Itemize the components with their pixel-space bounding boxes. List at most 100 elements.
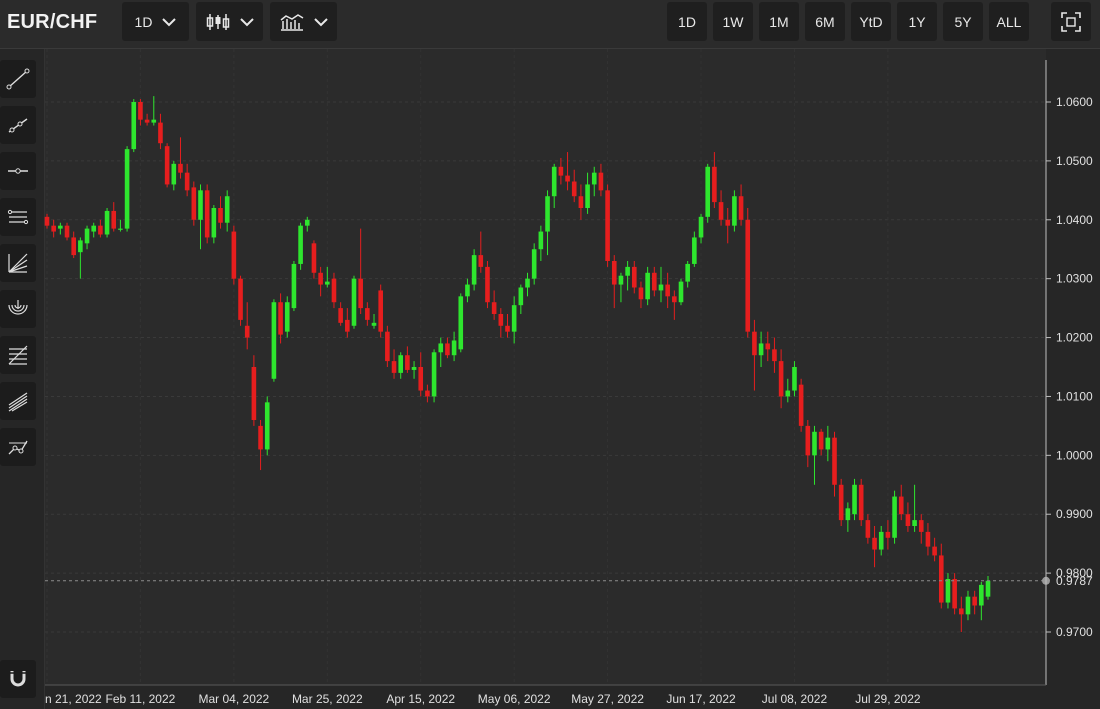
pitchfork-tool[interactable] — [0, 382, 36, 420]
candle-body — [164, 146, 170, 185]
candle-body — [471, 255, 477, 285]
range-button-6m[interactable]: 6M — [805, 2, 845, 41]
candle — [752, 319, 757, 391]
candle — [959, 596, 964, 632]
range-label: YtD — [859, 13, 883, 30]
candle-body — [478, 255, 484, 267]
candle — [71, 231, 76, 259]
candle — [78, 237, 83, 279]
candle-body — [598, 172, 604, 191]
candle-body — [705, 166, 711, 217]
candle — [678, 278, 684, 306]
x-tick-label: May 27, 2022 — [571, 692, 644, 706]
range-button-1m[interactable]: 1M — [759, 2, 799, 41]
candle — [845, 502, 851, 532]
y-tick-label: 0.9700 — [1056, 625, 1093, 639]
range-button-1w[interactable]: 1W — [713, 2, 753, 41]
candle — [611, 255, 617, 309]
candle-body — [378, 290, 383, 332]
horizontal-line-tool[interactable] — [0, 152, 36, 190]
fullscreen-button[interactable] — [1051, 2, 1091, 41]
candle — [858, 478, 864, 526]
indicators-select[interactable] — [270, 2, 337, 41]
candle-body — [98, 225, 103, 235]
candle-body — [78, 240, 83, 253]
candle-body — [411, 367, 417, 370]
candle-body — [391, 361, 397, 373]
candle-body — [191, 187, 197, 220]
candle — [138, 99, 143, 126]
candle-body — [118, 228, 123, 230]
candle — [204, 184, 210, 244]
candle-body — [445, 343, 450, 356]
candle — [812, 425, 817, 485]
candle — [972, 590, 977, 615]
candle-body — [585, 184, 590, 208]
candle — [591, 166, 597, 197]
last-price-line: 0.9787 — [45, 574, 1093, 588]
candle — [938, 543, 944, 609]
interval-select[interactable]: 1D — [122, 2, 189, 41]
candle — [631, 261, 637, 294]
range-button-1y[interactable]: 1Y — [897, 2, 937, 41]
candle — [111, 202, 117, 232]
candle-body — [331, 278, 337, 303]
candle-body — [418, 367, 424, 391]
candle-body — [318, 272, 323, 285]
candle — [271, 299, 277, 382]
range-label: 1W — [722, 13, 744, 30]
candle — [238, 275, 243, 326]
candle-body — [438, 343, 444, 353]
chart-type-select[interactable] — [196, 2, 263, 41]
ray-tool[interactable] — [0, 106, 36, 144]
candle — [264, 396, 270, 456]
candle-body — [611, 261, 617, 285]
candle-body — [785, 390, 791, 397]
fib-fan-tool[interactable] — [0, 244, 36, 282]
candle — [518, 284, 524, 314]
range-button-all[interactable]: ALL — [989, 2, 1029, 41]
symbol-title: EUR/CHF — [7, 11, 98, 33]
candle-body — [84, 228, 90, 244]
candle-body — [244, 325, 250, 338]
candle-body — [138, 102, 143, 120]
candle-body — [678, 281, 684, 303]
candle-body — [405, 355, 410, 370]
candle — [645, 266, 650, 306]
candle — [51, 219, 56, 238]
x-tick-label: Mar 04, 2022 — [199, 692, 270, 706]
candle-body — [311, 243, 317, 273]
candle — [224, 190, 230, 232]
magnet-tool[interactable] — [0, 660, 36, 698]
candle — [745, 208, 751, 338]
range-button-1d[interactable]: 1D — [667, 2, 707, 41]
candle — [251, 355, 257, 426]
path-tool[interactable] — [0, 428, 36, 466]
interval-label: 1D — [134, 13, 153, 30]
range-label: ALL — [996, 13, 1022, 30]
candle-body — [672, 296, 677, 303]
fib-retracement-tool[interactable] — [0, 336, 36, 374]
candle — [732, 190, 737, 232]
candle — [385, 325, 390, 367]
trend-line-tool[interactable] — [0, 60, 36, 98]
candle-body — [131, 102, 137, 150]
candle-body — [451, 340, 457, 356]
candle — [465, 278, 470, 303]
candle-body — [178, 163, 183, 173]
candle — [64, 222, 70, 241]
fib-arc-tool[interactable] — [0, 290, 36, 328]
x-tick-label: Feb 11, 2022 — [106, 692, 176, 706]
candle-body — [158, 122, 163, 144]
y-tick-label: 0.9900 — [1056, 507, 1093, 521]
parallel-channel-tool[interactable] — [0, 198, 36, 236]
candle-body — [365, 308, 370, 320]
candle-body — [64, 225, 70, 238]
candle-body — [685, 263, 690, 282]
candle — [191, 181, 197, 226]
range-button-5y[interactable]: 5Y — [943, 2, 983, 41]
candle-body — [938, 555, 944, 603]
range-label: 1D — [678, 13, 696, 30]
range-button-ytd[interactable]: YtD — [851, 2, 891, 41]
